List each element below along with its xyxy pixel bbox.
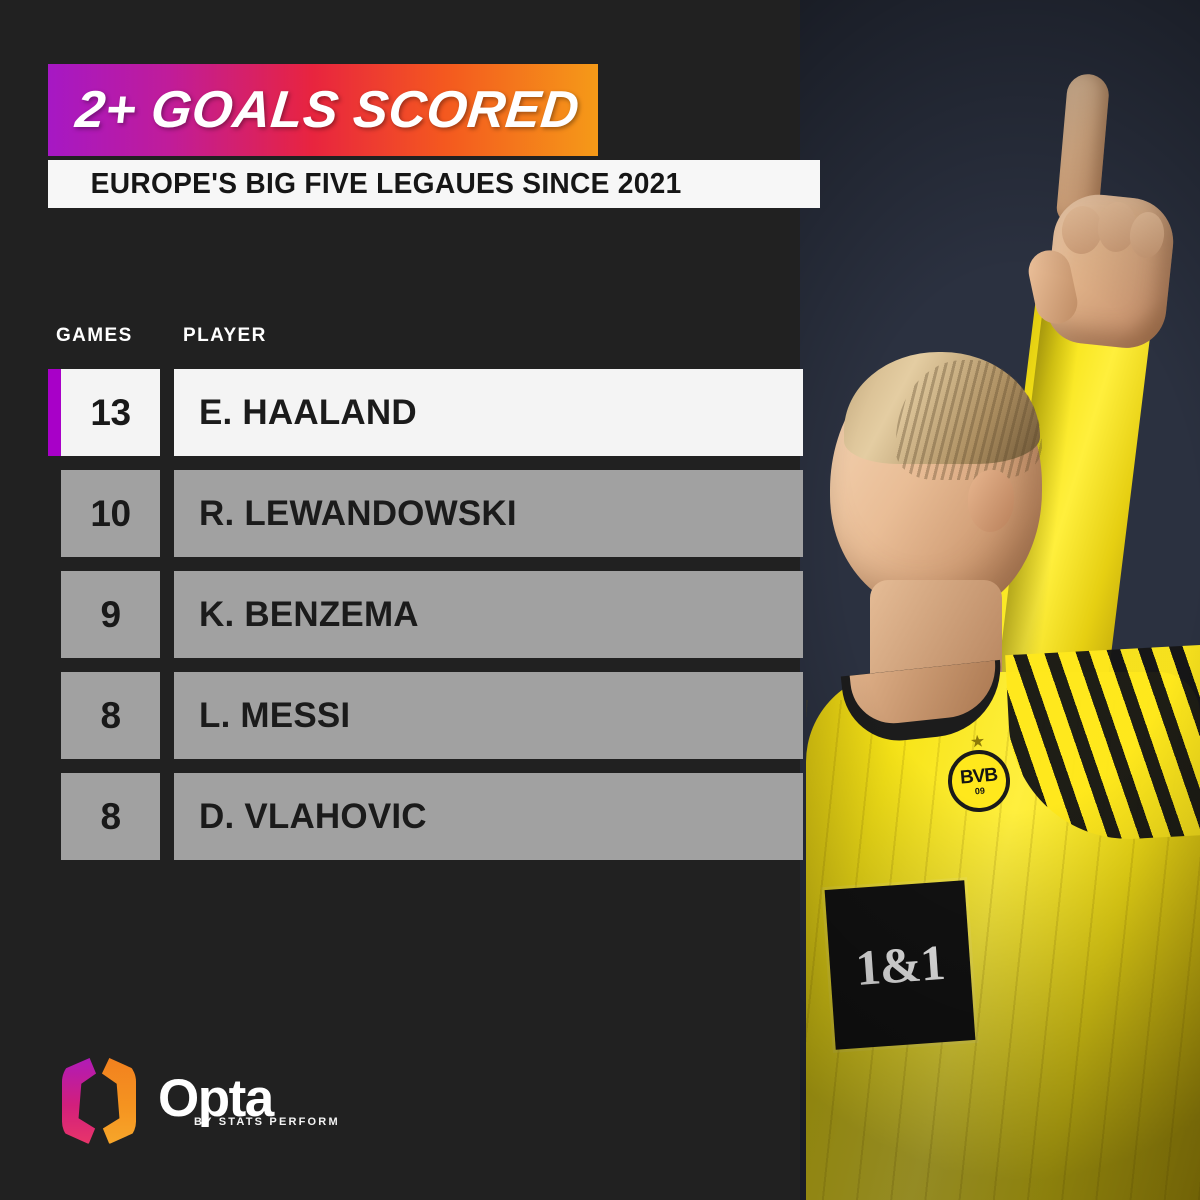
cell-gap: [160, 672, 174, 759]
table-column-headers: GAMES PLAYER: [48, 325, 788, 353]
table-row: 10 R. LEWANDOWSKI: [48, 470, 803, 557]
table-row: 9 K. BENZEMA: [48, 571, 803, 658]
cell-games: 13: [61, 369, 160, 456]
table-row: 8 D. VLAHOVIC: [48, 773, 803, 860]
table-row: 13 E. HAALAND: [48, 369, 803, 456]
content-panel: 2+ GOALS SCORED EUROPE'S BIG FIVE LEGAUE…: [48, 64, 820, 1144]
cell-gap: [160, 773, 174, 860]
opta-wordmark: Opta BY STATS PERFORM: [158, 1068, 340, 1129]
row-accent-bar: [48, 369, 61, 456]
player-ear: [968, 470, 1014, 532]
player-photo: ★ BVB 09 1&1: [800, 0, 1200, 1200]
photo-vignette: [800, 0, 1200, 1200]
cell-player: L. MESSI: [174, 672, 803, 759]
cell-gap: [160, 369, 174, 456]
cell-player: D. VLAHOVIC: [174, 773, 803, 860]
cell-games: 9: [61, 571, 160, 658]
page-title: 2+ GOALS SCORED: [72, 81, 583, 139]
cell-gap: [160, 470, 174, 557]
row-accent-bar: [48, 470, 61, 557]
cell-games: 8: [61, 773, 160, 860]
cell-player: K. BENZEMA: [174, 571, 803, 658]
row-accent-bar: [48, 773, 61, 860]
opta-logo: Opta BY STATS PERFORM: [62, 1058, 340, 1144]
column-header-games: GAMES: [56, 325, 133, 346]
cell-gap: [160, 571, 174, 658]
opta-brand-text: Opta: [158, 1068, 274, 1128]
row-accent-bar: [48, 571, 61, 658]
subtitle-banner: EUROPE'S BIG FIVE LEGAUES SINCE 2021: [48, 160, 820, 208]
opta-mark-icon: [62, 1058, 136, 1144]
cell-player: E. HAALAND: [174, 369, 803, 456]
opta-mark-right-half: [101, 1058, 136, 1144]
table-row: 8 L. MESSI: [48, 672, 803, 759]
cell-games: 10: [61, 470, 160, 557]
cell-games: 8: [61, 672, 160, 759]
column-header-player: PLAYER: [183, 325, 267, 346]
opta-mark-left-half: [62, 1058, 97, 1144]
row-accent-bar: [48, 672, 61, 759]
cell-player: R. LEWANDOWSKI: [174, 470, 803, 557]
page-subtitle: EUROPE'S BIG FIVE LEGAUES SINCE 2021: [90, 167, 682, 200]
opta-tagline: BY STATS PERFORM: [194, 1116, 340, 1129]
title-banner: 2+ GOALS SCORED: [48, 64, 598, 156]
ranking-table: 13 E. HAALAND 10 R. LEWANDOWSKI 9 K. BEN…: [48, 369, 803, 874]
